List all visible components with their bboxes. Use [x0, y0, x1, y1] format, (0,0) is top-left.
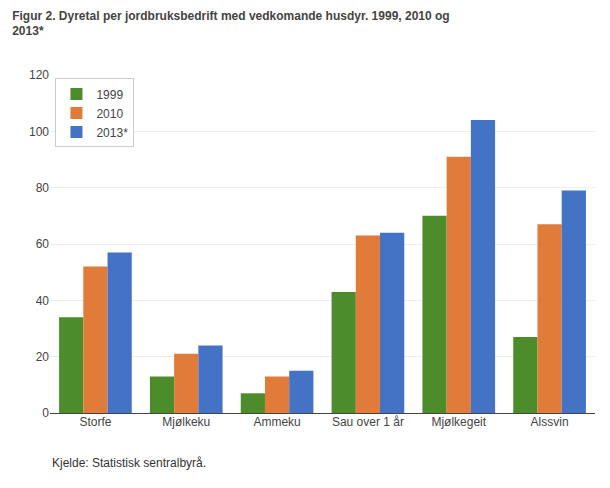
svg-text:20: 20	[36, 350, 50, 364]
svg-text:Mjølkegeit: Mjølkegeit	[431, 415, 486, 429]
svg-text:Alssvin: Alssvin	[531, 415, 569, 429]
svg-text:Mjølkeku: Mjølkeku	[162, 415, 210, 429]
svg-text:2010: 2010	[96, 107, 123, 121]
svg-text:80: 80	[36, 181, 50, 195]
svg-text:1999: 1999	[96, 88, 123, 102]
svg-text:120: 120	[29, 68, 49, 82]
svg-text:0: 0	[42, 406, 49, 420]
svg-text:Sau over 1 år: Sau over 1 år	[332, 415, 404, 429]
svg-text:Ammeku: Ammeku	[253, 415, 300, 429]
svg-text:100: 100	[29, 125, 49, 139]
svg-text:60: 60	[36, 237, 50, 251]
svg-text:Storfe: Storfe	[79, 415, 111, 429]
svg-text:40: 40	[36, 294, 50, 308]
svg-text:2013*: 2013*	[96, 126, 128, 140]
svg-text:Kjelde: Statistisk sentralbyrå: Kjelde: Statistisk sentralbyrå.	[52, 456, 206, 470]
svg-text:Figur 2. Dyretal per jordbruks: Figur 2. Dyretal per jordbruksbedrift me…	[12, 9, 449, 39]
